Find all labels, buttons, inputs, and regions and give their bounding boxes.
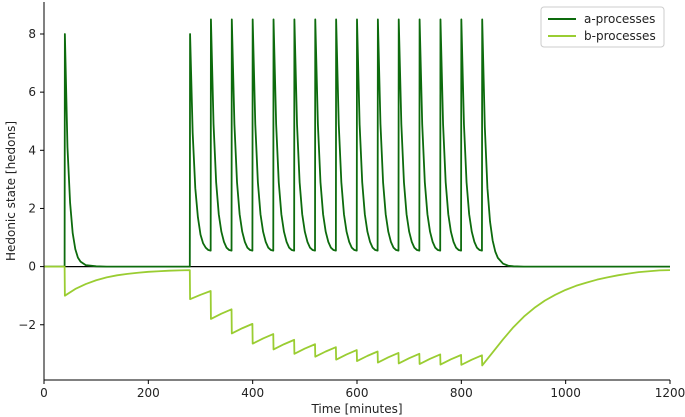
series-line-a-processes [44,18,670,268]
legend-label-a-processes: a-processes [584,12,655,26]
legend: a-processes b-processes [540,6,665,48]
x-tick-label: 0 [40,386,48,400]
y-tick-label: −2 [18,318,36,332]
axes [40,2,671,384]
y-tick-label: 8 [28,27,36,41]
series-line-b-processes [44,265,671,367]
x-tick-label: 1200 [655,386,685,400]
x-tick-label: 800 [450,386,473,400]
x-tick-label: 1000 [550,386,581,400]
series-layer [44,18,671,367]
y-axis-label: Hedonic state [hedons] [4,121,18,261]
y-tick-label: 0 [28,260,36,274]
x-tick-label: 200 [137,386,160,400]
x-tick-label: 400 [241,386,264,400]
y-tick-label: 4 [28,143,36,157]
x-tick-label: 600 [346,386,369,400]
x-axis-label: Time [minutes] [310,402,402,416]
tick-labels: 0 200 400 600 800 1000 1200 −2 0 2 4 6 8 [18,27,685,400]
y-tick-label: 2 [28,201,36,215]
legend-label-b-processes: b-processes [584,29,656,43]
y-tick-label: 6 [28,85,36,99]
